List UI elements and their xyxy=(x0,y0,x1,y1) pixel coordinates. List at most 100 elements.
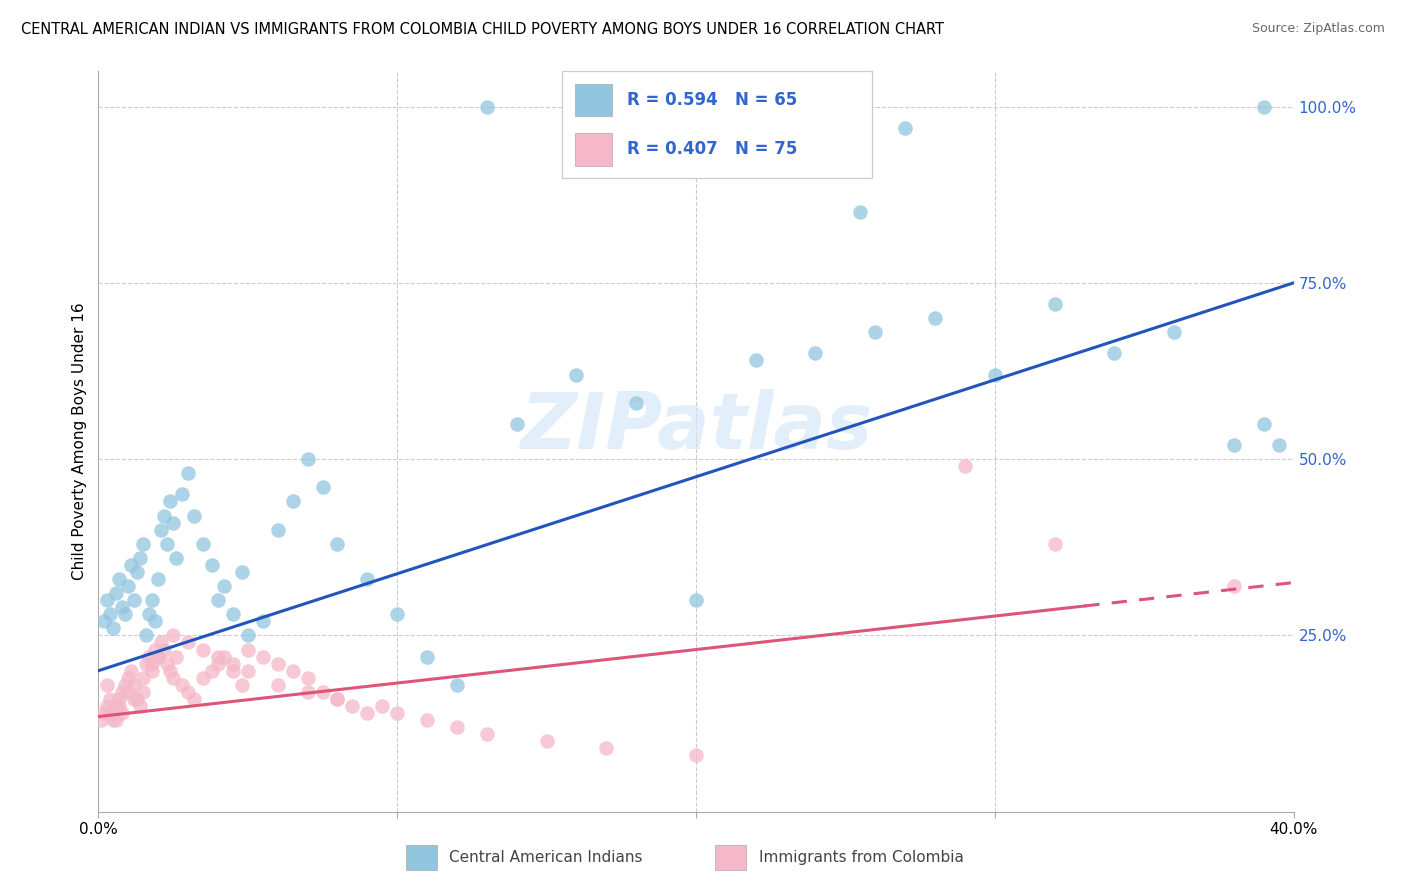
Point xyxy=(135,657,157,671)
Text: CENTRAL AMERICAN INDIAN VS IMMIGRANTS FROM COLOMBIA CHILD POVERTY AMONG BOYS UND: CENTRAL AMERICAN INDIAN VS IMMIGRANTS FR… xyxy=(21,22,943,37)
Point xyxy=(103,706,125,720)
Point xyxy=(141,664,163,678)
Point xyxy=(1043,537,1066,551)
Point xyxy=(120,558,142,572)
Point xyxy=(93,615,115,629)
Point xyxy=(446,720,468,734)
Point xyxy=(281,664,304,678)
Point xyxy=(114,678,136,692)
Point xyxy=(153,642,176,657)
Point xyxy=(297,685,319,699)
Point xyxy=(93,706,115,720)
Point xyxy=(132,671,155,685)
Point xyxy=(924,311,946,326)
Point xyxy=(252,649,274,664)
Point xyxy=(96,698,118,713)
Point xyxy=(165,550,187,565)
Point xyxy=(148,649,170,664)
Point xyxy=(506,417,529,431)
Point xyxy=(236,642,259,657)
Point xyxy=(207,593,229,607)
Point xyxy=(252,615,274,629)
Point xyxy=(177,685,200,699)
Point xyxy=(124,678,146,692)
Point xyxy=(1267,438,1289,452)
Point xyxy=(326,692,349,706)
Point xyxy=(311,480,333,494)
Point xyxy=(281,494,304,508)
Point xyxy=(1223,438,1246,452)
Point xyxy=(162,516,184,530)
Point xyxy=(165,649,187,664)
Point xyxy=(267,678,290,692)
Point xyxy=(297,452,319,467)
Point xyxy=(105,698,128,713)
Text: Central American Indians: Central American Indians xyxy=(450,850,643,864)
Point xyxy=(103,713,125,727)
Point xyxy=(297,671,319,685)
Point xyxy=(201,664,224,678)
Point xyxy=(150,635,173,649)
Point xyxy=(1043,297,1066,311)
Point xyxy=(231,565,253,579)
Point xyxy=(159,664,181,678)
FancyBboxPatch shape xyxy=(716,846,747,870)
Point xyxy=(114,607,136,622)
Point xyxy=(416,649,439,664)
Point xyxy=(565,368,588,382)
Point xyxy=(685,748,707,763)
Point xyxy=(183,692,205,706)
Point xyxy=(98,706,122,720)
Point xyxy=(108,692,131,706)
Point xyxy=(231,678,253,692)
Point xyxy=(475,727,498,741)
Point xyxy=(124,593,146,607)
Point xyxy=(1223,579,1246,593)
Point xyxy=(129,550,152,565)
Point xyxy=(141,593,163,607)
Point xyxy=(172,678,194,692)
Point xyxy=(138,649,160,664)
Point xyxy=(685,593,707,607)
Point xyxy=(212,579,235,593)
Point xyxy=(143,615,166,629)
Point xyxy=(849,205,872,219)
Text: Immigrants from Colombia: Immigrants from Colombia xyxy=(759,850,963,864)
Point xyxy=(536,734,558,748)
Point xyxy=(105,713,128,727)
Point xyxy=(127,692,149,706)
Point xyxy=(326,692,349,706)
Point xyxy=(156,537,179,551)
Point xyxy=(1253,100,1275,114)
Point xyxy=(1253,417,1275,431)
Point xyxy=(138,607,160,622)
Point xyxy=(865,325,887,339)
Point xyxy=(162,628,184,642)
Point xyxy=(127,565,149,579)
Point xyxy=(98,692,122,706)
Point xyxy=(129,698,152,713)
Point xyxy=(162,671,184,685)
Point xyxy=(156,657,179,671)
Point xyxy=(222,664,245,678)
Point xyxy=(96,678,118,692)
Point xyxy=(1163,325,1185,339)
Point xyxy=(201,558,224,572)
Point xyxy=(183,508,205,523)
Point xyxy=(267,523,290,537)
Point xyxy=(111,706,134,720)
Point xyxy=(1104,346,1126,360)
Point xyxy=(159,494,181,508)
Point xyxy=(267,657,290,671)
Point xyxy=(132,537,155,551)
Point xyxy=(172,487,194,501)
Point xyxy=(132,685,155,699)
Point xyxy=(98,607,122,622)
Point xyxy=(416,713,439,727)
Text: R = 0.594   N = 65: R = 0.594 N = 65 xyxy=(627,91,797,109)
Point xyxy=(103,621,125,635)
Point xyxy=(108,698,131,713)
Point xyxy=(222,657,245,671)
Point xyxy=(207,649,229,664)
Point xyxy=(177,467,200,481)
